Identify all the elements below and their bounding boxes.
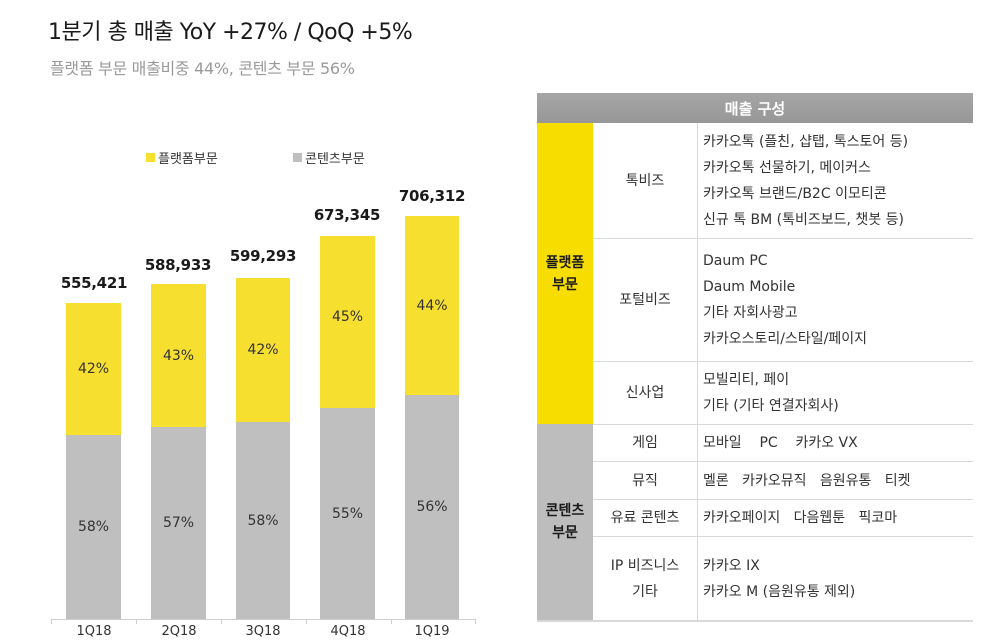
- x-label-1q18: 1Q18: [76, 624, 112, 639]
- sub-music: 뮤직: [632, 472, 658, 489]
- bar-platform-1q19: 44%: [405, 216, 459, 395]
- bar-label: 56%: [416, 499, 448, 515]
- bar-label: 42%: [77, 361, 110, 377]
- detail-paid-content: 카카오페이지 다음웹툰 픽코마: [697, 500, 973, 536]
- bar-content-3q18: 58%: [236, 422, 290, 619]
- bar-label: 44%: [416, 297, 448, 314]
- bar-content-4q18: 55%: [320, 408, 375, 619]
- detail-line: 카카오톡 (플친, 샵탭, 톡스토어 등): [703, 133, 909, 150]
- bar-label: 45%: [331, 309, 364, 325]
- bar-total-2q18: 588,933: [144, 256, 212, 274]
- row-divider: [593, 499, 973, 500]
- detail-line: 신규 톡 BM (톡비즈보드, 챗봇 등): [703, 211, 904, 228]
- bar-platform-4q18: 45%: [320, 236, 375, 408]
- bar-content-1q18: 58%: [66, 435, 121, 619]
- detail-line: 모빌리티, 페이: [703, 372, 790, 388]
- page-subtitle: 플랫폼 부문 매출비중 44%, 콘텐츠 부문 56%: [50, 59, 355, 78]
- detail-line: 카카오스토리/스타일/페이지: [703, 331, 867, 347]
- row-divider: [593, 238, 973, 239]
- sub-game: 게임: [632, 435, 658, 451]
- detail-line: 카카오톡 브랜드/B2C 이모티콘: [703, 185, 887, 202]
- bar-total-4q18: 673,345: [313, 206, 381, 224]
- bar-label: 58%: [247, 512, 279, 529]
- legend-platform: 플랫폼부문: [146, 148, 218, 167]
- detail-line: 카카오 IX: [703, 557, 760, 574]
- detail-music: 멜론 카카오뮤직 음원유통 티켓: [697, 462, 973, 499]
- table-header: 매출 구성: [537, 93, 973, 123]
- detail-newbiz: 모빌리티, 페이 기타 (기타 연결자회사): [697, 362, 973, 424]
- axis-tick: [391, 619, 392, 624]
- detail-ip-business: 카카오 IX 카카오 M (음원유통 제외): [697, 537, 973, 620]
- bar-total-1q19: 706,312: [398, 187, 466, 205]
- row-divider: [593, 536, 973, 537]
- sub-portalbiz: 포털비즈: [619, 292, 671, 308]
- detail-line: 카카오페이지 다음웹툰 픽코마: [703, 510, 898, 526]
- category-platform-label: 플랫폼 부문: [545, 254, 585, 293]
- row-divider: [593, 424, 973, 425]
- legend-content: 콘텐츠부문: [293, 148, 365, 167]
- x-label-2q18: 2Q18: [161, 624, 197, 639]
- bar-label: 57%: [162, 515, 195, 531]
- page-title: 1분기 총 매출 YoY +27% / QoQ +5%: [48, 20, 413, 45]
- bar-platform-2q18: 43%: [151, 284, 206, 427]
- bar-content-2q18: 57%: [151, 427, 206, 619]
- detail-line: 모바일 PC 카카오 VX: [703, 435, 858, 451]
- row-divider: [593, 361, 973, 362]
- detail-line: 멜론 카카오뮤직 음원유통 티켓: [703, 472, 911, 489]
- x-axis: [51, 619, 475, 620]
- axis-tick: [221, 619, 222, 624]
- table-bottom-border: [537, 620, 973, 622]
- bar-label: 43%: [162, 347, 195, 364]
- sub-newbiz: 신사업: [625, 385, 665, 401]
- detail-game: 모바일 PC 카카오 VX: [697, 425, 973, 461]
- detail-portalbiz: Daum PC Daum Mobile 기타 자회사광고 카카오스토리/스타일/…: [697, 239, 973, 361]
- bar-content-1q19: 56%: [405, 395, 459, 619]
- detail-line: Daum PC: [703, 253, 768, 269]
- axis-tick: [136, 619, 137, 624]
- axis-tick: [51, 619, 52, 624]
- column-divider: [697, 123, 698, 620]
- category-content: 콘텐츠 부문: [537, 424, 593, 620]
- detail-line: 카카오톡 선물하기, 메이커스: [703, 159, 871, 176]
- sub-paid-content: 유료 콘텐츠: [610, 510, 680, 526]
- detail-line: Daum Mobile: [703, 279, 796, 295]
- x-label-1q19: 1Q19: [414, 624, 450, 639]
- detail-talkbiz: 카카오톡 (플친, 샵탭, 톡스토어 등) 카카오톡 선물하기, 메이커스 카카…: [697, 123, 973, 238]
- row-divider: [593, 461, 973, 462]
- x-label-3q18: 3Q18: [245, 624, 281, 639]
- detail-line: 기타 (기타 연결자회사): [703, 398, 839, 414]
- content-swatch-icon: [293, 153, 302, 162]
- category-platform: 플랫폼 부문: [537, 123, 593, 424]
- legend-content-label: 콘텐츠부문: [305, 152, 365, 167]
- detail-line: 카카오 M (음원유통 제외): [703, 583, 856, 600]
- bar-platform-1q18: 42%: [66, 303, 121, 435]
- sub-talkbiz: 톡비즈: [625, 172, 665, 189]
- legend-platform-label: 플랫폼부문: [158, 152, 218, 167]
- bar-total-1q18: 555,421: [60, 274, 128, 292]
- sub-ip-business: IP 비즈니스 기타: [610, 557, 680, 600]
- bar-total-3q18: 599,293: [229, 247, 297, 265]
- bar-label: 55%: [331, 505, 364, 522]
- bar-platform-3q18: 42%: [236, 278, 290, 422]
- x-label-4q18: 4Q18: [330, 624, 366, 639]
- axis-tick: [475, 619, 476, 624]
- bar-label: 42%: [247, 342, 279, 358]
- platform-swatch-icon: [146, 153, 155, 162]
- bar-label: 58%: [77, 519, 110, 535]
- detail-line: 기타 자회사광고: [703, 305, 798, 321]
- category-content-label: 콘텐츠 부문: [545, 503, 585, 541]
- axis-tick: [306, 619, 307, 624]
